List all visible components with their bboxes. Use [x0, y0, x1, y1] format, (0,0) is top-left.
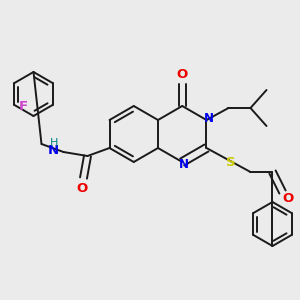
Text: N: N	[47, 145, 58, 158]
Text: H: H	[50, 138, 58, 148]
Text: O: O	[76, 182, 87, 194]
Text: O: O	[177, 68, 188, 80]
Text: O: O	[283, 193, 294, 206]
Text: N: N	[179, 158, 189, 172]
Text: N: N	[203, 112, 214, 124]
Text: S: S	[226, 155, 235, 169]
Text: F: F	[19, 100, 28, 112]
